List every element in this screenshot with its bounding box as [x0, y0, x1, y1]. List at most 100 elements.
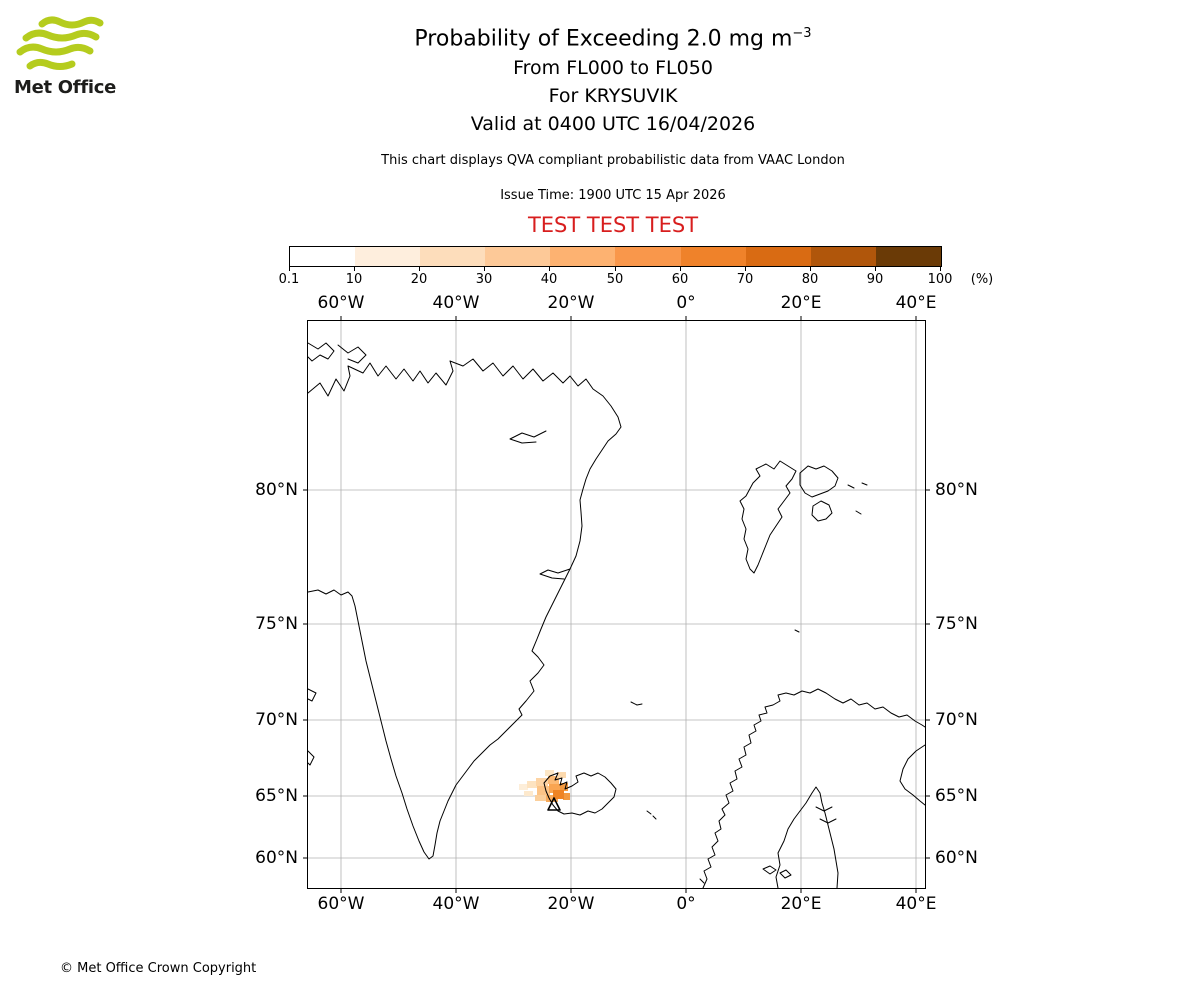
lat-label-right: 75°N	[935, 614, 978, 634]
lat-label-right: 70°N	[935, 710, 978, 730]
coastline-baffin-fragment	[307, 688, 317, 702]
lat-label-left: 70°N	[255, 710, 298, 730]
lat-label-right: 65°N	[935, 786, 978, 806]
lat-label-right: 60°N	[935, 848, 978, 868]
coastline-arctic-islets	[847, 482, 868, 515]
colorbar-gradient	[289, 246, 942, 267]
ash-probability-cell	[519, 784, 528, 790]
ash-probability-cell	[535, 795, 546, 801]
coastline-svalbard-spitsbergen	[739, 460, 797, 574]
ash-probability-cell	[545, 770, 554, 776]
copyright-notice: © Met Office Crown Copyright	[60, 961, 257, 976]
colorbar-tick	[549, 267, 550, 271]
colorbar-segment-4	[550, 247, 616, 266]
coastline-greenland-fjord	[539, 568, 571, 580]
colorbar-tick	[745, 267, 746, 271]
colorbar-segment-1	[355, 247, 421, 266]
ash-probability-layer	[519, 770, 570, 802]
colorbar-tick	[354, 267, 355, 271]
page-title: Probability of Exceeding 2.0 mg m−3	[13, 26, 1200, 51]
subtitle-valid-time: Valid at 0400 UTC 16/04/2026	[470, 113, 756, 136]
coastline-svalbard-edgeoya	[811, 500, 833, 522]
lon-label-top: 40°E	[895, 293, 937, 313]
ash-probability-cell	[553, 790, 564, 799]
coastline-greenland-fjord	[509, 430, 547, 444]
coastline-svalbard-nordaustlandet	[799, 465, 839, 498]
coastline-gulf-of-bothnia	[775, 786, 839, 889]
coastline-baffin-fragment	[307, 750, 315, 766]
lon-label-bottom: 20°W	[547, 894, 595, 914]
colorbar-unit-label: (%)	[970, 272, 994, 287]
colorbar-tick	[940, 267, 941, 271]
colorbar-tick-label: 50	[606, 272, 624, 287]
lat-label-left: 65°N	[255, 786, 298, 806]
qva-disclaimer: This chart displays QVA compliant probab…	[381, 153, 845, 169]
title-exponent: −3	[792, 26, 812, 41]
colorbar-tick	[875, 267, 876, 271]
colorbar-tick-label: 20	[410, 272, 428, 287]
coastline-white-sea	[899, 744, 926, 806]
lon-label-bottom: 40°W	[432, 894, 480, 914]
colorbar-segment-8	[810, 247, 876, 266]
coastline-bear-island	[794, 629, 800, 633]
map-canvas	[303, 316, 930, 893]
colorbar-segment-6	[680, 247, 746, 266]
ash-probability-cell	[546, 795, 558, 802]
lon-label-top: 40°W	[432, 293, 480, 313]
header: Probability of Exceeding 2.0 mg m−3 From…	[13, 26, 1200, 237]
colorbar-tick-label: 30	[475, 272, 493, 287]
lon-label-bottom: 0°	[676, 894, 696, 914]
colorbar-tick-label: 90	[866, 272, 884, 287]
ash-probability-cell	[527, 781, 538, 788]
subtitle-flight-levels: From FL000 to FL050	[513, 57, 713, 80]
colorbar-tick	[680, 267, 681, 271]
coastlines	[307, 342, 926, 889]
lon-label-top: 0°	[676, 293, 696, 313]
map-panel: 60°W 40°W 20°W 0° 20°E 40°E 60°W 40°W 20…	[255, 293, 978, 914]
met-office-logo: Met Office	[14, 16, 124, 98]
colorbar-segment-5	[615, 247, 681, 266]
colorbar-tick-label: 0.1	[278, 272, 300, 287]
test-banner: TEST TEST TEST	[527, 213, 699, 238]
coastline-iceland	[543, 772, 617, 816]
probability-colorbar: 0.1 10 20 30 40 50 60 70 80 90 100 (%)	[279, 246, 1049, 291]
met-office-waves-icon	[16, 16, 104, 70]
colorbar-segment-0	[290, 247, 356, 266]
colorbar-tick-label: 40	[540, 272, 558, 287]
coastline-shetland	[699, 878, 705, 884]
axis-ticks	[303, 316, 930, 893]
ash-probability-cell	[549, 784, 561, 793]
colorbar-tick-label: 100	[927, 272, 953, 287]
ash-probability-cell	[536, 778, 548, 786]
coastline-swedish-lakes	[762, 865, 792, 879]
logo-text: Met Office	[14, 77, 117, 98]
coastline-finnish-lakes	[815, 806, 837, 824]
subtitle-volcano: For KRYSUVIK	[548, 85, 678, 108]
lon-label-top: 20°E	[780, 293, 822, 313]
lon-label-bottom: 40°E	[895, 894, 937, 914]
title-text: Probability of Exceeding 2.0 mg m	[414, 26, 793, 52]
colorbar-tick	[615, 267, 616, 271]
colorbar-tick	[289, 267, 290, 271]
colorbar-tick	[419, 267, 420, 271]
lon-label-bottom: 20°E	[780, 894, 822, 914]
logo-wave-4	[26, 58, 76, 70]
colorbar-segment-2	[420, 247, 486, 266]
coastline-faroes	[646, 810, 657, 820]
ash-probability-cell	[548, 776, 559, 784]
ash-probability-cell	[524, 791, 533, 796]
colorbar-tick-label: 80	[801, 272, 819, 287]
ash-probability-cell	[557, 772, 566, 778]
logo-wave-2	[22, 29, 100, 42]
colorbar-tick	[484, 267, 485, 271]
logo-wave-1	[38, 16, 104, 29]
lon-label-top: 60°W	[317, 293, 365, 313]
colorbar-segment-3	[485, 247, 551, 266]
colorbar-tick-label: 70	[736, 272, 754, 287]
ash-probability-cell	[563, 793, 570, 800]
colorbar-segment-7	[745, 247, 811, 266]
lat-label-left: 60°N	[255, 848, 298, 868]
ash-probability-cell	[560, 783, 568, 791]
colorbar-tick	[810, 267, 811, 271]
